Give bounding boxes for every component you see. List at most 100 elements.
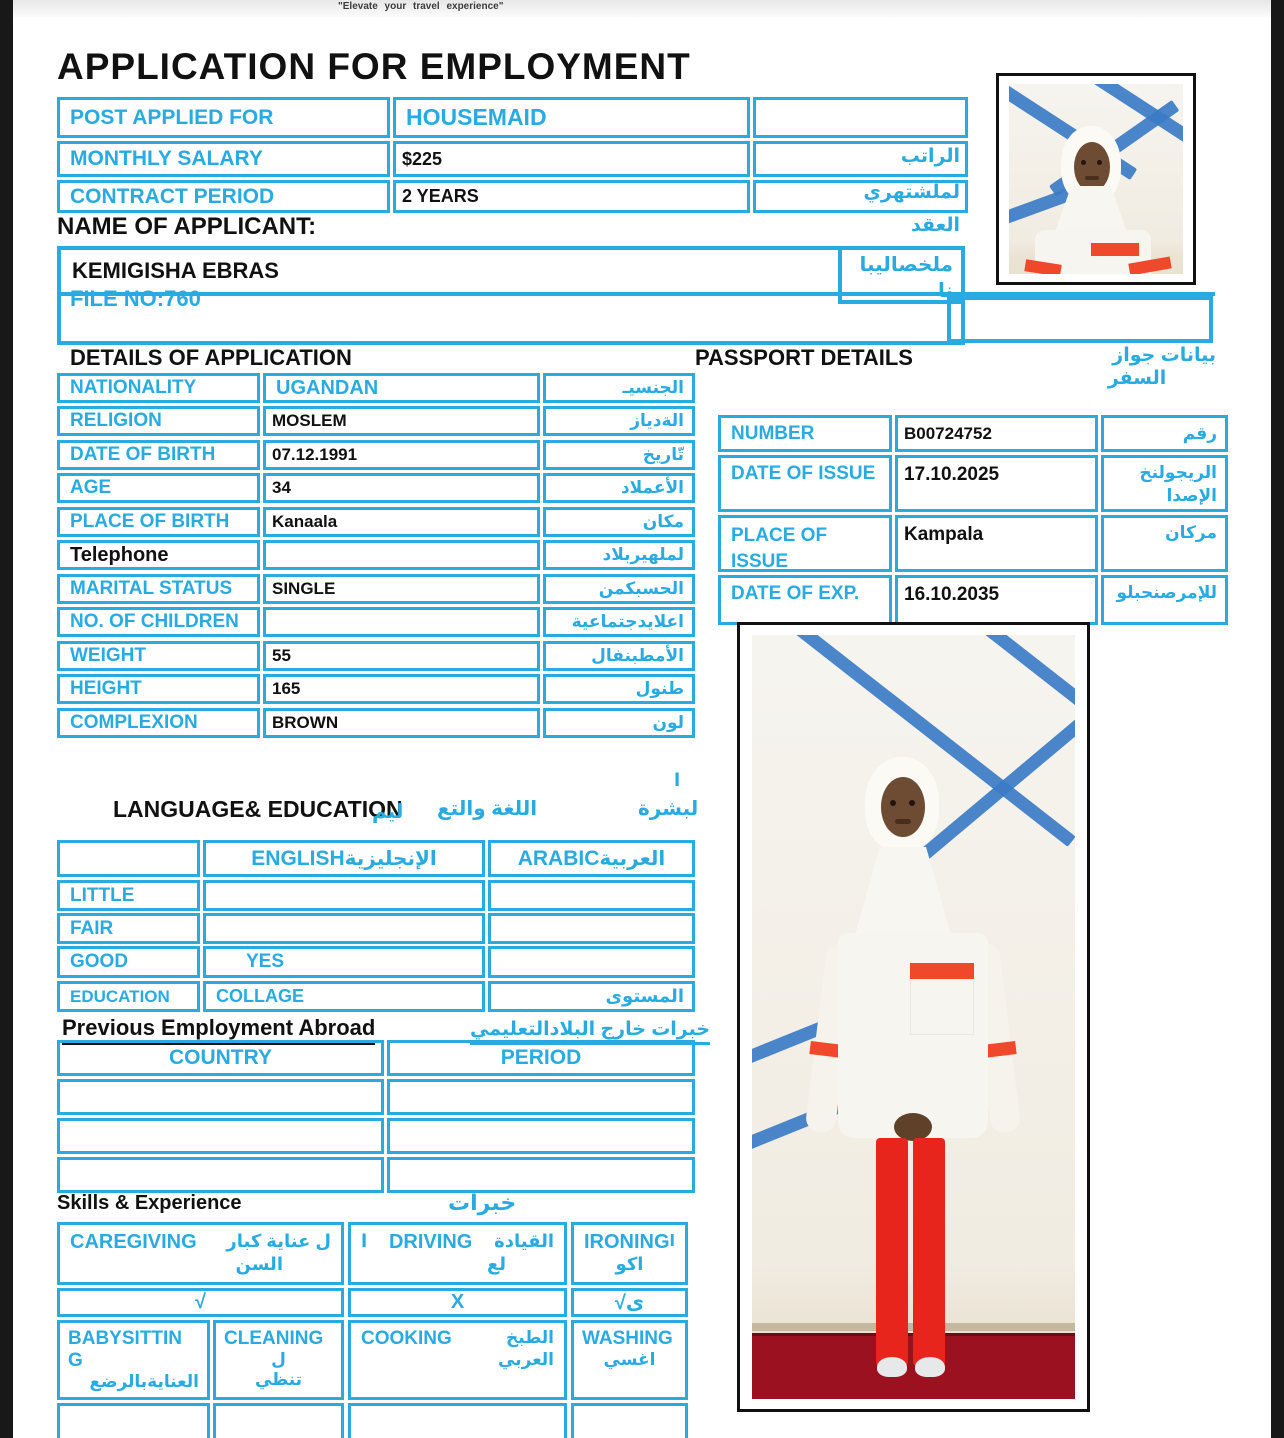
tunic-chest-stripe — [910, 963, 974, 979]
ironing-cell: IRONING ا اكو — [571, 1222, 688, 1285]
english-col-header-arabic: الإنجليزية — [344, 848, 437, 870]
language-header-row: ENGLISH الإنجليزية ARABIC العربية — [0, 840, 1284, 877]
marital-label: MARITAL STATUS — [70, 578, 233, 599]
good-label: GOOD — [70, 951, 129, 972]
little-label: LITTLE — [70, 884, 135, 906]
contract-arabic-label: العقد — [910, 215, 960, 236]
passport-row-issue-date: DATE OF ISSUE 17.10.2025 الريجولنخ الإصد… — [0, 455, 1284, 512]
contract-label-cell: CONTRACT PERIOD — [57, 180, 390, 213]
details-row-marital: MARITAL STATUS SINGLE الحسبكمن — [0, 574, 1284, 604]
person-left-sock — [877, 1357, 907, 1377]
skills-row-1: CAREGIVING ل عناية كبار السن ا DRIVING القي… — [0, 1222, 1284, 1285]
passport-row-issue-place: PLACE OF ISSUE Kampala مركان — [0, 515, 1284, 572]
language-header-empty-cell — [57, 840, 200, 877]
religion-label: RELIGION — [70, 410, 162, 431]
details-row-height: HEIGHT 165 طنول — [0, 674, 1284, 704]
dob-label: DATE OF BIRTH — [70, 444, 216, 465]
contract-value-cell: 2 YEARS — [393, 180, 750, 213]
caregiving-check: √ — [195, 1291, 206, 1313]
marital-arabic: الحسبكمن — [598, 579, 684, 598]
language-row-fair: FAIR — [0, 913, 1284, 944]
education-english: COLLAGE — [216, 986, 304, 1006]
monthly-salary-value: $225 — [402, 148, 443, 169]
top-strip — [13, 0, 1271, 17]
ironing-suffix: ا — [669, 1233, 676, 1250]
skills-heading-arabic: خبرات — [448, 1190, 517, 1215]
issue-date-label: DATE OF ISSUE — [731, 463, 876, 484]
salary-value-cell: $225 — [393, 141, 750, 177]
weight-value: 55 — [272, 646, 291, 665]
telephone-label: Telephone — [70, 543, 169, 566]
complexion-label: COMPLEXION — [70, 712, 198, 733]
good-english: YES — [246, 951, 285, 972]
passport-number-arabic: رقم — [1182, 423, 1217, 443]
employment-row-1 — [0, 1079, 1284, 1115]
arabic-col-header: ARABIC — [517, 846, 600, 870]
age-value: 34 — [272, 478, 291, 497]
complexion-arabic: لون — [652, 713, 684, 732]
babysitting-label-2: G — [68, 1350, 83, 1371]
expiry-arabic: للإمرصنحبلو — [1116, 583, 1217, 602]
issue-date-value: 17.10.2025 — [904, 464, 1000, 485]
height-arabic: طنول — [635, 679, 684, 698]
salary-label-cell: MONTHLY SALARY — [57, 141, 390, 177]
driving-arabic-2: لع — [486, 1254, 506, 1274]
language-row-little: LITTLE — [0, 880, 1284, 911]
driving-arabic-1: القيادة — [494, 1231, 554, 1251]
nationality-label: NATIONALITY — [70, 377, 197, 398]
post-applied-label: POST APPLIED FOR — [70, 105, 274, 129]
children-label: NO. OF CHILDREN — [70, 611, 239, 632]
details-row-nationality: NATIONALITY UGANDAN الجنسيـ — [0, 373, 1284, 403]
salary-arabic-label: الراتب — [900, 146, 960, 167]
babysitting-arabic: العنايةبالرضع — [89, 1372, 199, 1391]
cleaning-label: CLEANING — [224, 1328, 324, 1349]
top-table-row-contract: CONTRACT PERIOD 2 YEARS — [0, 180, 1284, 213]
language-row-education: EDUCATION COLLAGE المستوى — [0, 981, 1284, 1012]
person-face — [1074, 142, 1110, 192]
cooking-arabic-2: العربي — [498, 1350, 554, 1369]
driving-check: X — [450, 1291, 465, 1313]
language-row-good: GOOD YES — [0, 946, 1284, 978]
post-applied-value: HOUSEMAID — [406, 104, 547, 130]
driving-prefix: ا — [361, 1231, 368, 1251]
skills-values-row: √ X √ى — [0, 1288, 1284, 1317]
monthly-arabic-label: لملشتهري — [863, 182, 961, 203]
applicant-headshot-frame — [996, 73, 1196, 285]
nationality-value: UGANDAN — [276, 376, 379, 399]
babysitting-label-1: BABYSITTIN — [68, 1328, 182, 1349]
contract-period-value: 2 YEARS — [402, 186, 479, 206]
employment-row-3 — [0, 1157, 1284, 1193]
country-col-header: COUNTRY — [168, 1046, 273, 1069]
cooking-cell: COOKING الطبخ العربي — [348, 1320, 567, 1400]
agency-slogan: "Elevate your travel experience" — [338, 1, 504, 12]
caregiving-arabic-2: السن — [235, 1254, 283, 1274]
summary-arabic-line1: ملخصاليبا — [859, 254, 953, 276]
person-face — [881, 777, 925, 837]
arabic-col-header-arabic: العربية — [599, 848, 666, 870]
details-row-pob: PLACE OF BIRTH Kanaala مكان — [0, 507, 1284, 537]
weight-label: WEIGHT — [70, 645, 146, 666]
post-arabic-cell — [753, 97, 968, 138]
passport-number-label: NUMBER — [731, 422, 815, 444]
issue-place-label: PLACE OF ISSUE — [731, 525, 828, 572]
left-edge-bar — [0, 0, 13, 1438]
expiry-value: 16.10.2035 — [904, 584, 1000, 605]
tunic-chest-stripe — [1091, 243, 1139, 256]
skills-row-4-cutoff — [0, 1403, 1284, 1438]
file-number: FILE NO:760 — [70, 286, 201, 311]
applicant-name: KEMIGISHA EBRAS — [72, 258, 279, 283]
passport-number-value: B00724752 — [904, 423, 992, 443]
nationality-arabic: الجنسيـ — [622, 378, 684, 397]
passport-heading-arabic-1: بيانات جواز — [1112, 345, 1216, 366]
height-value: 165 — [272, 679, 301, 698]
top-table-row-post: POST APPLIED FOR HOUSEMAID — [0, 97, 1284, 138]
employment-header-row: COUNTRY PERIOD — [0, 1040, 1284, 1076]
contract-period-label: CONTRACT PERIOD — [70, 184, 275, 208]
driving-cell: ا DRIVING القيادة لع — [348, 1222, 567, 1285]
employment-country-cell — [57, 1157, 384, 1193]
employment-row-2 — [0, 1118, 1284, 1154]
language-side-ar-1: ا — [674, 770, 681, 790]
weight-arabic: الأمطبنفال — [591, 646, 684, 665]
ironing-check: √ى — [614, 1292, 645, 1314]
